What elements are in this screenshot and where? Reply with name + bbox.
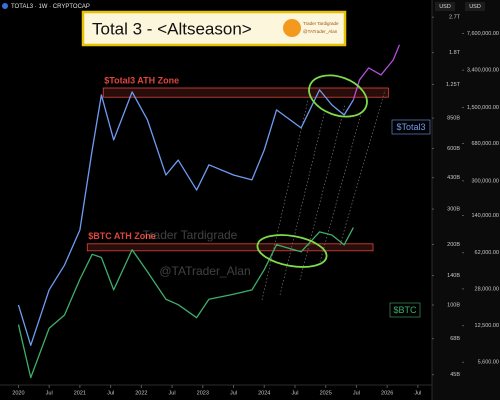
title-box [81, 10, 347, 47]
series-line [17, 89, 354, 346]
y-tick-label: 68B [450, 336, 460, 342]
label-box [391, 119, 431, 135]
x-tick-label: 2023 [197, 390, 209, 396]
x-tick-label: Jul [353, 390, 360, 396]
x-tick-label: Jul [169, 390, 176, 396]
y-tick-label: 680,000.00 [471, 141, 499, 147]
y-tick-label: 600B [447, 146, 460, 152]
highlight-ellipse [256, 234, 328, 268]
unit-box [435, 2, 455, 11]
y-tick-label: 200B [447, 242, 460, 248]
x-tick-label: Jul [230, 390, 237, 396]
x-tick-label: Jul [414, 390, 421, 396]
y-tick-label: 2.7T [449, 15, 461, 21]
projection-guides [261, 89, 386, 301]
x-tick-label: 2025 [320, 390, 332, 396]
series-label-btc: $BTC [389, 302, 421, 318]
series-line [17, 227, 354, 379]
y-tick-label: 5,600.00 [478, 360, 499, 366]
symbol-icon [2, 3, 8, 9]
x-tick-label: 2024 [258, 390, 270, 396]
label-box [389, 302, 421, 318]
guide-line [279, 109, 326, 296]
y-tick-label: 45B [450, 372, 460, 378]
y2-axis-unit: USD [469, 4, 481, 10]
y-tick-label: 7,600,000.00 [467, 31, 499, 37]
guide-line [299, 104, 346, 281]
watermark: Trader Tardigrade [143, 228, 238, 242]
y-tick-label: 3,400,000.00 [467, 68, 499, 74]
x-tick-label: Jul [46, 390, 53, 396]
y-tick-label: 850B [447, 116, 460, 122]
logo-text: Trader Tardigrade [303, 21, 339, 26]
y-tick-label: 28,000.00 [475, 286, 499, 292]
plot-area: $Total3 ATH Zone $BTC ATH Zone [17, 44, 401, 379]
x-tick-label: Jul [107, 390, 114, 396]
y-tick-label: 100B [447, 302, 460, 308]
ath-zone [102, 87, 389, 98]
ath-zone [86, 243, 374, 252]
highlight-ellipse [308, 74, 368, 118]
symbol-header: TOTAL3 · 1W · CRYPTOCAP [11, 4, 90, 10]
series-label-total3: $Total3 [391, 119, 431, 135]
price-axis-panel [432, 0, 500, 400]
y-tick-label: 1,500,000.00 [467, 105, 499, 111]
y-tick-label: 1.25T [446, 82, 461, 88]
y-tick-label: 12,500.00 [475, 323, 499, 329]
y-tick-label: 300B [447, 207, 460, 213]
y-tick-label: 140,000.00 [471, 213, 499, 219]
x-tick-label: 2026 [381, 390, 393, 396]
y-tick-label: 1.8T [449, 50, 461, 56]
y-axis-unit: USD [439, 4, 451, 10]
guide-line [261, 99, 309, 301]
watermark: @TATrader_Alan [159, 264, 250, 278]
zone-label: $BTC ATH Zone [88, 231, 156, 241]
series-label: $BTC [393, 305, 417, 315]
y-tick-label: 140B [447, 273, 460, 279]
x-tick-label: 2021 [74, 390, 86, 396]
y-tick-label: 62,000.00 [475, 250, 499, 256]
chart-title: Total 3 - <Altseason> [92, 19, 252, 38]
unit-box [465, 2, 485, 11]
series-line [352, 44, 401, 101]
axes: 2020 Jul 2021 Jul 2022 Jul 2023 Jul 2024 Jul 2025 J… [12, 15, 499, 397]
x-tick-label: 2022 [135, 390, 147, 396]
y-tick-label: 430B [447, 175, 460, 181]
logo-icon [283, 19, 301, 37]
guide-line [339, 89, 386, 246]
zone-label: $Total3 ATH Zone [104, 75, 179, 85]
y-tick-label: 300,000.00 [471, 178, 499, 184]
x-tick-label: Jul [291, 390, 298, 396]
logo-text: @TATrader_Alan [303, 29, 338, 34]
series-label: $Total3 [396, 122, 425, 132]
x-tick-label: 2020 [12, 390, 24, 396]
